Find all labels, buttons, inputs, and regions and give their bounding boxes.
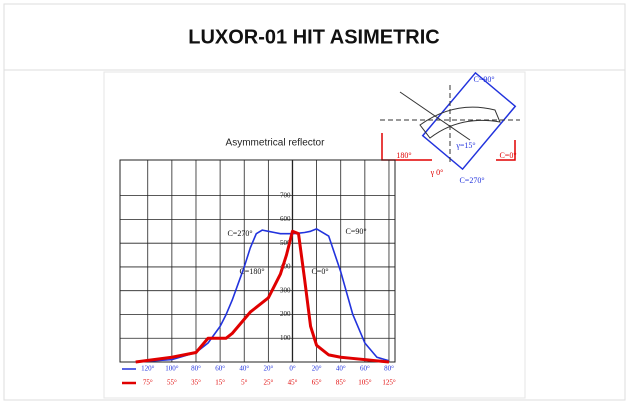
x2-tick-label: 5° <box>241 379 248 387</box>
x-tick-label: 40° <box>239 365 249 373</box>
x-tick-label: 60° <box>215 365 225 373</box>
y-tick-label: 400 <box>280 263 291 271</box>
series-line <box>135 228 390 363</box>
x2-tick-label: 85° <box>336 379 346 387</box>
x-tick-label: 80° <box>384 365 394 373</box>
x2-tick-label: 15° <box>215 379 225 387</box>
x2-tick-label: 125° <box>382 379 396 387</box>
icon-label: C=0° <box>499 151 516 160</box>
y-tick-label: 700 <box>280 191 291 199</box>
y-tick-label: 100 <box>280 334 291 342</box>
reflector-icon <box>380 71 520 171</box>
icon-label: γ=15° <box>455 141 475 150</box>
x2-tick-label: 25° <box>263 379 273 387</box>
x2-tick-label: 35° <box>191 379 201 387</box>
x-tick-label: 120° <box>141 365 155 373</box>
x-tick-label: 100° <box>165 365 179 373</box>
y-tick-label: 300 <box>280 286 291 294</box>
icon-lamp <box>419 106 501 139</box>
annotation: C=270° <box>227 229 252 238</box>
y-tick-label: 200 <box>280 310 291 318</box>
x2-tick-label: 105° <box>358 379 372 387</box>
y-tick-label: 600 <box>280 215 291 223</box>
series-line <box>135 229 390 364</box>
x-tick-label: 20° <box>312 365 322 373</box>
x-tick-label: 20° <box>263 365 273 373</box>
x-tick-label: 60° <box>360 365 370 373</box>
icon-label: 180° <box>396 151 411 160</box>
page-title: LUXOR-01 HIT ASIMETRIC <box>188 26 440 48</box>
x2-tick-label: 75° <box>143 379 153 387</box>
icon-square <box>421 71 517 171</box>
annotation: C=180° <box>239 267 264 276</box>
x2-tick-label: 65° <box>312 379 322 387</box>
x-tick-label: 80° <box>191 365 201 373</box>
annotation: C=0° <box>311 267 328 276</box>
x-tick-label: 0° <box>289 365 296 373</box>
annotation: C=90° <box>345 227 366 236</box>
chart-title: Asymmetrical reflector <box>226 138 326 149</box>
icon-label: γ 0° <box>430 168 444 177</box>
x2-tick-label: 45° <box>288 379 298 387</box>
x2-tick-label: 55° <box>167 379 177 387</box>
y-tick-label: 500 <box>280 239 291 247</box>
x-tick-label: 40° <box>336 365 346 373</box>
icon-label: C=90° <box>473 75 494 84</box>
plot-frame <box>119 159 396 363</box>
image-frame <box>103 71 526 399</box>
icon-label: C=270° <box>459 176 484 185</box>
